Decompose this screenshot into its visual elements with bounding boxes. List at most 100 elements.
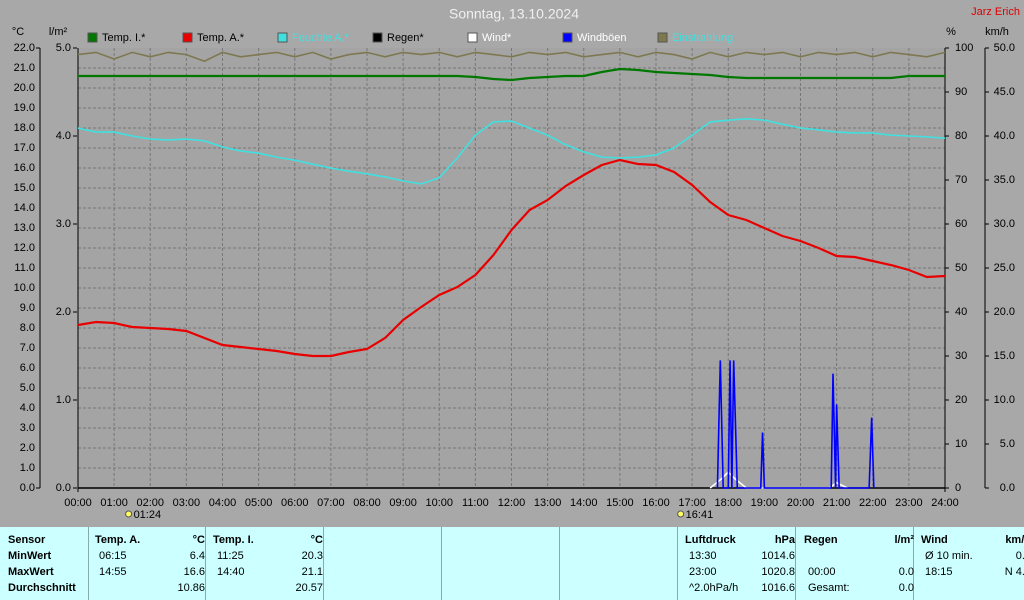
cell-value: 1016.6 [761,582,795,594]
y-tick-label: 10.0 [994,394,1015,406]
cell-time: ^2.0hPa/h [689,582,739,594]
x-tick-label: 00:00 [64,497,92,509]
legend-label: Regen* [387,32,424,44]
y-tick-label: 0 [955,482,961,494]
y-tick-label: 8.0 [20,322,35,334]
header-cell: Sensor [8,534,46,546]
cell-value: 0.0 [898,566,914,578]
y-tick-label: 2.0 [56,306,71,318]
cell-value: 1020.8 [761,566,795,578]
group-unit: hPa [774,534,795,546]
legend-label: Wind* [482,32,512,44]
y-tick-label: 0.0 [20,482,35,494]
annotation: 01:24 [134,509,162,521]
y-tick-label: 6.0 [20,362,35,374]
column-separator [88,527,89,600]
y-tick-label: 30 [955,350,967,362]
y-tick-label: 15.0 [994,350,1015,362]
cell-value: 20.57 [295,582,323,594]
sun-marker [125,510,133,518]
x-tick-label: 10:00 [425,497,453,509]
y-tick-label: 10 [955,438,967,450]
legend-swatch [372,32,383,43]
cell-value: 10.86 [177,582,205,594]
y-tick-label: 5.0 [20,382,35,394]
legend-swatch [277,32,288,43]
y-tick-label: 50 [955,262,967,274]
y-tick-label: 20 [955,394,967,406]
group-unit: °C [192,534,205,546]
x-tick-label: 15:00 [606,497,634,509]
legend-label: Temp. A.* [197,32,245,44]
x-tick-label: 22:00 [859,497,887,509]
x-tick-label: 02:00 [136,497,164,509]
cell-value: 20.3 [301,550,323,562]
group-unit: l/m² [894,534,914,546]
y-tick-label: 0.0 [56,482,71,494]
y-tick-label: 5.0 [56,42,71,54]
axis-unit: km/h [985,26,1009,38]
y-tick-label: 13.0 [14,222,35,234]
column-separator [441,527,442,600]
chart-title: Sonntag, 13.10.2024 [449,6,579,22]
x-tick-label: 13:00 [534,497,562,509]
y-tick-label: 14.0 [14,202,35,214]
y-tick-label: 35.0 [994,174,1015,186]
x-tick-label: 03:00 [173,497,201,509]
cell-time: Ø 10 min. [925,550,973,562]
legend-label: Temp. I.* [102,32,146,44]
row-label: MaxWert [8,566,54,578]
x-tick-label: 23:00 [895,497,923,509]
cell-value: 16.6 [183,566,205,578]
column-separator [205,527,206,600]
y-tick-label: 40.0 [994,130,1015,142]
y-tick-label: 22.0 [14,42,35,54]
y-tick-label: 1.0 [56,394,71,406]
legend-swatch [657,32,668,43]
y-tick-label: 0.0 [1000,482,1015,494]
series-line [77,118,946,185]
y-tick-label: 21.0 [14,62,35,74]
y-tick-label: 40 [955,306,967,318]
stats-table: Sensor MinWert MaxWert Durchschnitt Temp. A.… [0,527,1024,600]
y-tick-label: 70 [955,174,967,186]
y-tick-label: 60 [955,218,967,230]
legend-swatch [467,32,478,43]
y-tick-label: 3.0 [20,422,35,434]
cell-time: 11:25 [217,550,244,562]
x-tick-label: 07:00 [317,497,345,509]
x-tick-label: 04:00 [209,497,237,509]
group-unit: °C [310,534,323,546]
row-label: MinWert [8,550,52,562]
cell-time: 18:15 [925,566,953,578]
column-separator [795,527,796,600]
series-line [78,67,945,82]
y-tick-label: 11.0 [14,262,35,274]
cell-time: 13:30 [689,550,717,562]
legend-swatch [182,32,193,43]
x-tick-label: 05:00 [245,497,273,509]
group-title: Regen [804,534,838,546]
y-tick-label: 10.0 [14,282,35,294]
y-tick-label: 5.0 [1000,438,1015,450]
cell-value: 0.0 [1015,550,1024,562]
chart: Sonntag, 13.10.2024 Jarz Erich °C l/m² %… [12,6,1020,521]
column-separator [559,527,560,600]
x-tick-label: 18:00 [714,497,742,509]
row-label: Durchschnitt [8,582,76,594]
cell-value: 21.1 [301,566,323,578]
sun-marker [677,510,685,518]
y-tick-label: 20.0 [994,306,1015,318]
x-tick-label: 17:00 [678,497,706,509]
y-tick-label: 25.0 [994,262,1015,274]
x-tick-label: 06:00 [281,497,309,509]
y-tick-label: 80 [955,130,967,142]
cell-value: 0.0 [898,582,914,594]
y-tick-label: 45.0 [994,86,1015,98]
column-separator [913,527,914,600]
group-title: Luftdruck [685,534,736,546]
y-tick-label: 16.0 [14,162,35,174]
x-tick-label: 14:00 [570,497,598,509]
group-title: Wind [921,534,948,546]
